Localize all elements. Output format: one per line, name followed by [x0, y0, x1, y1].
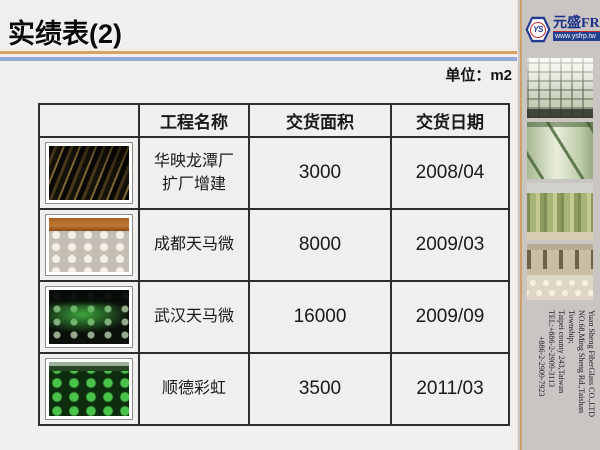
logo-text-block: 元盛FRP www.ysfrp.tw: [553, 16, 600, 41]
logo-hexagon-icon: YS: [525, 16, 551, 43]
address-line: Taipei county 243,Taiwan: [557, 310, 566, 394]
header-project-name: 工程名称: [138, 103, 250, 138]
table-row: 顺德彩虹 3500 2011/03: [38, 352, 510, 426]
sidebar-photo: [526, 183, 593, 240]
project-name: 华映龙潭厂 扩厂增建: [138, 136, 250, 210]
sidebar-photo: [526, 122, 593, 179]
page-title: 实绩表(2): [8, 19, 122, 49]
delivery-date: 2009/03: [390, 208, 510, 282]
address-line: +886-2-2909-7923: [537, 336, 546, 397]
sidebar-accent-line: [520, 0, 522, 450]
performance-table: 工程名称 交货面积 交货日期 华映龙潭厂 扩厂增建 3000 2008/04 成…: [38, 103, 510, 426]
project-name: 成都天马微: [138, 208, 250, 282]
title-divider-orange: [0, 51, 517, 54]
header-delivery-area: 交货面积: [248, 103, 392, 138]
table-header-row: 工程名称 交货面积 交货日期: [38, 103, 510, 138]
project-photo: [46, 287, 132, 347]
delivery-area: 3500: [248, 352, 392, 426]
logo-hexagon-inner: YS: [527, 19, 549, 40]
sidebar-photo: [526, 58, 593, 118]
photo-cell: [38, 136, 140, 210]
header-photo-cell: [38, 103, 140, 138]
table-row: 成都天马微 8000 2009/03: [38, 208, 510, 282]
sidebar: YS 元盛FRP www.ysfrp.tw: [517, 0, 600, 450]
project-photo: [46, 215, 132, 275]
sidebar-photo-strip: [526, 58, 593, 304]
header-delivery-date: 交货日期: [390, 103, 510, 138]
delivery-area: 3000: [248, 136, 392, 210]
unit-label: 单位：m2: [445, 67, 512, 84]
photo-cell: [38, 280, 140, 354]
delivery-date: 2011/03: [390, 352, 510, 426]
delivery-date: 2008/04: [390, 136, 510, 210]
logo-website: www.ysfrp.tw: [553, 31, 600, 41]
project-photo: [46, 359, 132, 419]
address-line: NO.68,Ming Sheng Rd.,Taishan Township;: [567, 310, 586, 413]
delivery-area: 16000: [248, 280, 392, 354]
title-divider-blue: [0, 57, 517, 61]
photo-cell: [38, 208, 140, 282]
project-name: 顺德彩虹: [138, 352, 250, 426]
logo-monogram: YS: [533, 25, 543, 34]
logo-company-name: 元盛FRP: [553, 16, 600, 31]
table-row: 华映龙潭厂 扩厂增建 3000 2008/04: [38, 136, 510, 210]
photo-cell: [38, 352, 140, 426]
delivery-area: 8000: [248, 208, 392, 282]
sidebar-photo: [526, 244, 593, 300]
table-row: 武汉天马微 16000 2009/09: [38, 280, 510, 354]
project-name: 武汉天马微: [138, 280, 250, 354]
delivery-date: 2009/09: [390, 280, 510, 354]
address-line: Yuan Sheng FiberGlass CO.,LTD: [587, 310, 596, 418]
logo-ring-icon: YS: [530, 21, 546, 38]
project-photo: [46, 143, 132, 203]
slide-main-area: 实绩表(2) 单位：m2 工程名称 交货面积 交货日期 华映龙潭厂 扩厂增建 3…: [0, 19, 517, 426]
company-address-vertical: Yuan Sheng FiberGlass CO.,LTD NO.68,Ming…: [537, 310, 596, 448]
company-logo: YS 元盛FRP www.ysfrp.tw: [525, 16, 600, 43]
address-line: TEL:+886-2-2909-3113: [547, 310, 556, 388]
